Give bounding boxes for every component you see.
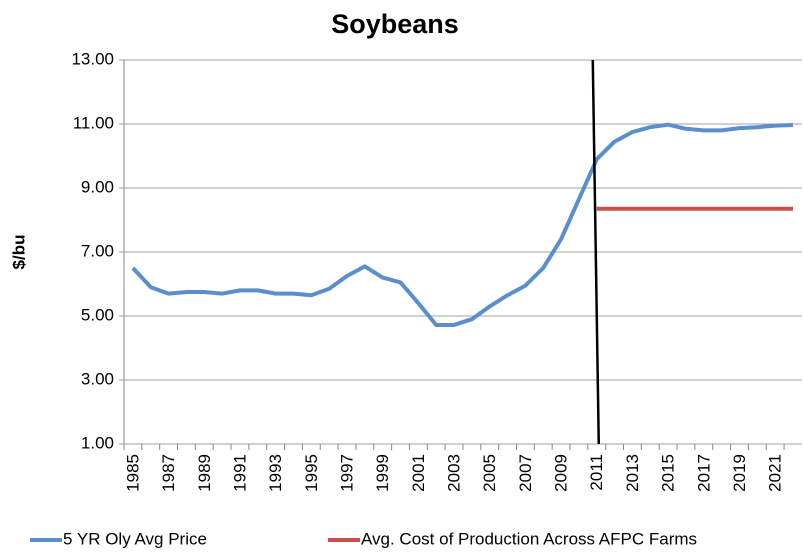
legend-label: 5 YR Oly Avg Price [63,529,207,548]
x-tick-label: 1989 [195,454,214,492]
y-tick-label: 13.00 [71,49,114,68]
y-tick-label: 7.00 [81,241,114,260]
marker-line [591,59,601,445]
x-tick-label: 1999 [373,454,392,492]
y-tick-label: 5.00 [81,305,114,324]
x-tick-label: 2019 [730,454,749,492]
x-tick-label: 1991 [230,454,249,492]
x-tick-label: 2013 [623,454,642,492]
x-tick-label: 2015 [659,454,678,492]
x-tick-label: 1995 [302,454,321,492]
x-tick-label: 1985 [123,454,142,492]
y-tick-label: 3.00 [81,369,114,388]
x-tick-label: 2021 [766,454,785,492]
y-axis-label: $/bu [9,235,28,270]
x-tick-label: 2003 [445,454,464,492]
x-tick-label: 1993 [266,454,285,492]
y-tick-label: 11.00 [73,113,114,132]
x-tick-label: 2001 [409,454,428,492]
x-tick-label: 1997 [337,454,356,492]
x-tick-label: 2007 [516,454,535,492]
x-tick-label: 2005 [480,454,499,492]
x-tick-label: 2017 [694,454,713,492]
legend-label: Avg. Cost of Production Across AFPC Farm… [361,529,697,548]
y-tick-label: 1.00 [81,433,114,452]
x-tick-label: 2009 [552,454,571,492]
x-tick-label: 2011 [587,454,606,491]
x-tick-label: 1987 [159,454,178,492]
series-line [131,122,794,327]
y-tick-label: 9.00 [81,177,114,196]
chart-title: Soybeans [331,9,459,39]
